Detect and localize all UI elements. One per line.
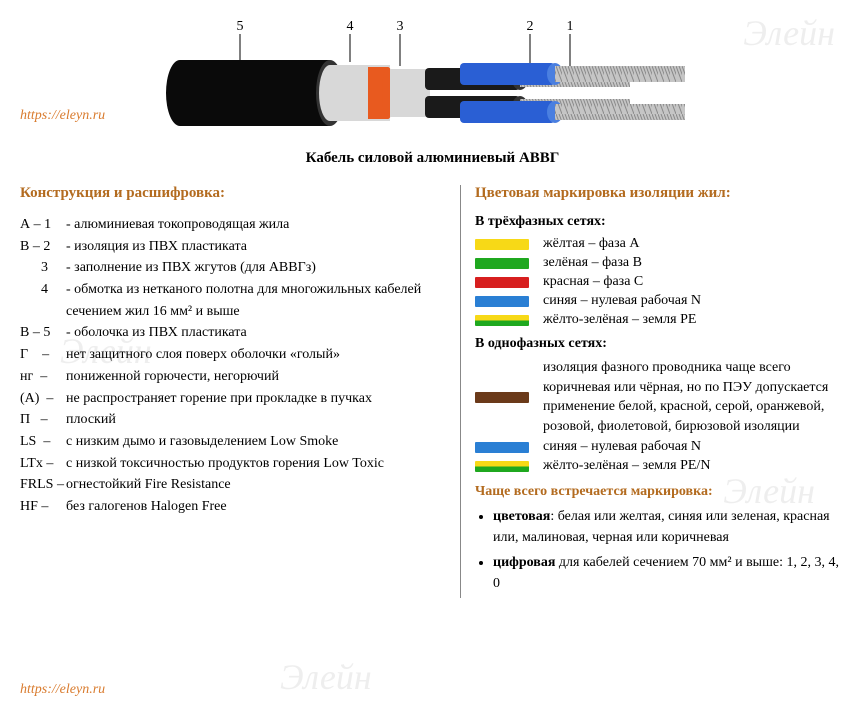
construction-row: HF –без галогенов Halogen Free xyxy=(20,496,448,518)
color-swatch xyxy=(475,239,529,250)
color-row: синяя – нулевая рабочая N xyxy=(475,439,845,455)
single-phase-intro-text: изоляция фазного проводника чаще всего к… xyxy=(543,358,845,436)
construction-text: без галогенов Halogen Free xyxy=(66,496,448,518)
construction-text: пониженной горючести, негорючий xyxy=(66,366,448,388)
color-row: синяя – нулевая рабочая N xyxy=(475,293,845,309)
construction-row: 4- обмотка из нетканого полотна для мног… xyxy=(20,279,448,322)
diagram-label-3: 3 xyxy=(397,19,404,34)
three-phase-list: жёлтая – фаза А зелёная – фаза В красная –… xyxy=(475,236,845,328)
color-label: жёлто-зелёная – земля РЕ/N xyxy=(543,458,710,474)
diagram-label-5: 5 xyxy=(237,19,244,34)
diagram-label-2: 2 xyxy=(527,19,534,34)
construction-row: LTx –с низкой токсичностью продуктов гор… xyxy=(20,453,448,475)
construction-text: нет защитного слоя поверх оболочки «голы… xyxy=(66,344,448,366)
color-swatch xyxy=(475,277,529,288)
construction-text: не распространяет горение при прокладке … xyxy=(66,388,448,410)
construction-text: с низкой токсичностью продуктов горения … xyxy=(66,453,448,475)
watermark: Элейн xyxy=(280,656,372,698)
color-swatch xyxy=(475,258,529,269)
swatch-brown xyxy=(475,392,529,403)
construction-text: огнестойкий Fire Resistance xyxy=(66,474,448,496)
construction-row: А – 1- алюминиевая токопроводящая жила xyxy=(20,214,448,236)
three-phase-title: В трёхфазных сетях: xyxy=(475,214,845,230)
construction-label: 4 xyxy=(20,279,66,322)
construction-row: П –плоский xyxy=(20,409,448,431)
watermark: Элейн xyxy=(743,12,835,54)
construction-row: нг –пониженной горючести, негорючий xyxy=(20,366,448,388)
construction-row: Г –нет защитного слоя поверх оболочки «г… xyxy=(20,344,448,366)
construction-row: В – 5- оболочка из ПВХ пластиката xyxy=(20,322,448,344)
construction-label: LS – xyxy=(20,431,66,453)
diagram-label-4: 4 xyxy=(347,19,354,34)
color-label: жёлто-зелёная – земля РЕ xyxy=(543,312,696,328)
color-row: жёлтая – фаза А xyxy=(475,236,845,252)
color-label: жёлтая – фаза А xyxy=(543,236,639,252)
construction-title: Конструкция и расшифровка: xyxy=(20,185,448,202)
construction-label: (А) – xyxy=(20,388,66,410)
site-link-top[interactable]: https://eleyn.ru xyxy=(20,108,105,124)
left-column: Конструкция и расшифровка: А – 1- алюмин… xyxy=(20,185,460,598)
common-marking-list: цветовая: белая или желтая, синяя или зе… xyxy=(475,506,845,594)
construction-list: А – 1- алюминиевая токопроводящая жилаВ … xyxy=(20,214,448,518)
diagram-label-1: 1 xyxy=(567,19,574,34)
construction-row: В – 2- изоляция из ПВХ пластиката xyxy=(20,236,448,258)
construction-text: - оболочка из ПВХ пластиката xyxy=(66,322,448,344)
construction-label: П – xyxy=(20,409,66,431)
construction-label: В – 2 xyxy=(20,236,66,258)
color-swatch xyxy=(475,442,529,453)
construction-label: HF – xyxy=(20,496,66,518)
single-phase-title: В однофазных сетях: xyxy=(475,336,845,352)
construction-row: 3- заполнение из ПВХ жгутов (для АВВГз) xyxy=(20,257,448,279)
construction-text: - заполнение из ПВХ жгутов (для АВВГз) xyxy=(66,257,448,279)
construction-row: (А) –не распространяет горение при прокл… xyxy=(20,388,448,410)
color-marking-title: Цветовая маркировка изоляции жил: xyxy=(475,185,845,202)
construction-label: В – 5 xyxy=(20,322,66,344)
construction-row: LS –с низким дымо и газовыделением Low S… xyxy=(20,431,448,453)
right-column: Цветовая маркировка изоляции жил: В трёх… xyxy=(460,185,845,598)
color-swatch xyxy=(475,315,529,326)
construction-label: Г – xyxy=(20,344,66,366)
site-link-bottom[interactable]: https://eleyn.ru xyxy=(20,682,105,698)
color-row: жёлто-зелёная – земля РЕ/N xyxy=(475,458,845,474)
common-marking-title: Чаще всего встречается маркировка: xyxy=(475,484,845,500)
color-row: зелёная – фаза В xyxy=(475,255,845,271)
construction-label: FRLS – xyxy=(20,474,66,496)
cable-diagram: 5 4 3 2 1 xyxy=(160,18,700,138)
single-phase-intro-row: изоляция фазного проводника чаще всего к… xyxy=(475,358,845,436)
construction-text: - алюминиевая токопроводящая жила xyxy=(66,214,448,236)
construction-label: нг – xyxy=(20,366,66,388)
construction-text: - изоляция из ПВХ пластиката xyxy=(66,236,448,258)
construction-row: FRLS –огнестойкий Fire Resistance xyxy=(20,474,448,496)
color-swatch xyxy=(475,296,529,307)
construction-label: 3 xyxy=(20,257,66,279)
marking-item: цифровая для кабелей сечением 70 мм² и в… xyxy=(493,552,845,594)
construction-label: LTx – xyxy=(20,453,66,475)
color-swatch xyxy=(475,461,529,472)
color-row: жёлто-зелёная – земля РЕ xyxy=(475,312,845,328)
color-label: красная – фаза С xyxy=(543,274,643,290)
color-label: синяя – нулевая рабочая N xyxy=(543,293,701,309)
construction-label: А – 1 xyxy=(20,214,66,236)
cable-caption: Кабель силовой алюминиевый АВВГ xyxy=(0,150,865,167)
construction-text: плоский xyxy=(66,409,448,431)
color-row: красная – фаза С xyxy=(475,274,845,290)
construction-text: с низким дымо и газовыделением Low Smoke xyxy=(66,431,448,453)
marking-item: цветовая: белая или желтая, синяя или зе… xyxy=(493,506,845,548)
color-label: синяя – нулевая рабочая N xyxy=(543,439,701,455)
construction-text: - обмотка из нетканого полотна для много… xyxy=(66,279,448,322)
single-phase-list: синяя – нулевая рабочая N жёлто-зелёная –… xyxy=(475,439,845,474)
color-label: зелёная – фаза В xyxy=(543,255,642,271)
